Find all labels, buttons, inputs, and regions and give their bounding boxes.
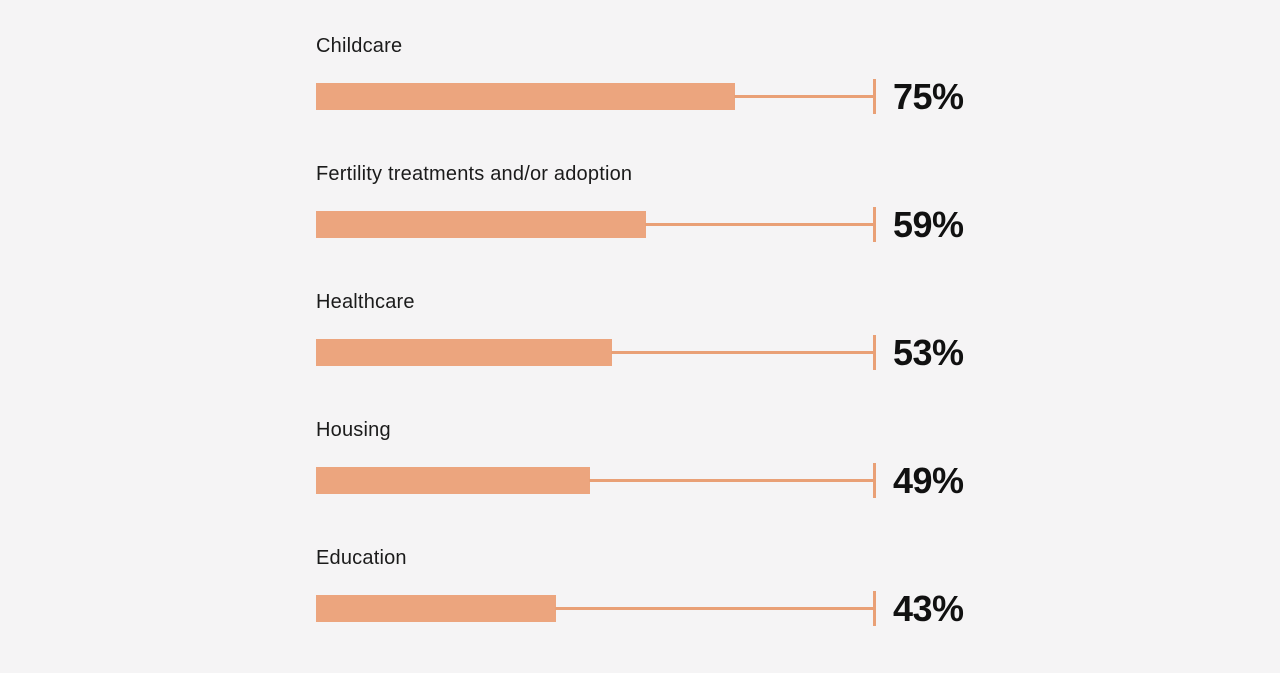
track-line <box>611 351 875 354</box>
category-label: Childcare <box>316 35 403 57</box>
bar <box>316 467 590 494</box>
value-label: 53% <box>893 331 964 373</box>
bar-row: Education 43% <box>316 545 1036 673</box>
axis-100-tick <box>873 79 876 114</box>
chart-canvas: Childcare 75% Fertility treatments and/o… <box>316 33 1036 629</box>
bar <box>316 83 736 110</box>
bar-row: Fertility treatments and/or adoption 59% <box>316 161 1036 289</box>
bar <box>316 339 613 366</box>
value-label: 59% <box>893 203 964 245</box>
axis-100-tick <box>873 335 876 370</box>
category-label: Education <box>316 547 407 569</box>
value-label: 75% <box>893 75 964 117</box>
bar <box>316 595 557 622</box>
category-label: Housing <box>316 419 391 441</box>
axis-100-tick <box>873 207 876 242</box>
track-line <box>588 479 875 482</box>
category-label: Healthcare <box>316 291 415 313</box>
bar-row: Housing 49% <box>316 417 1036 545</box>
track-line <box>644 223 875 226</box>
value-label: 49% <box>893 459 964 501</box>
axis-100-tick <box>873 591 876 626</box>
bar-row: Childcare 75% <box>316 33 1036 161</box>
axis-100-tick <box>873 463 876 498</box>
bar-row: Healthcare 53% <box>316 289 1036 417</box>
value-label: 43% <box>893 587 964 629</box>
bar <box>316 211 646 238</box>
track-line <box>734 95 875 98</box>
track-line <box>555 607 875 610</box>
category-label: Fertility treatments and/or adoption <box>316 163 633 185</box>
